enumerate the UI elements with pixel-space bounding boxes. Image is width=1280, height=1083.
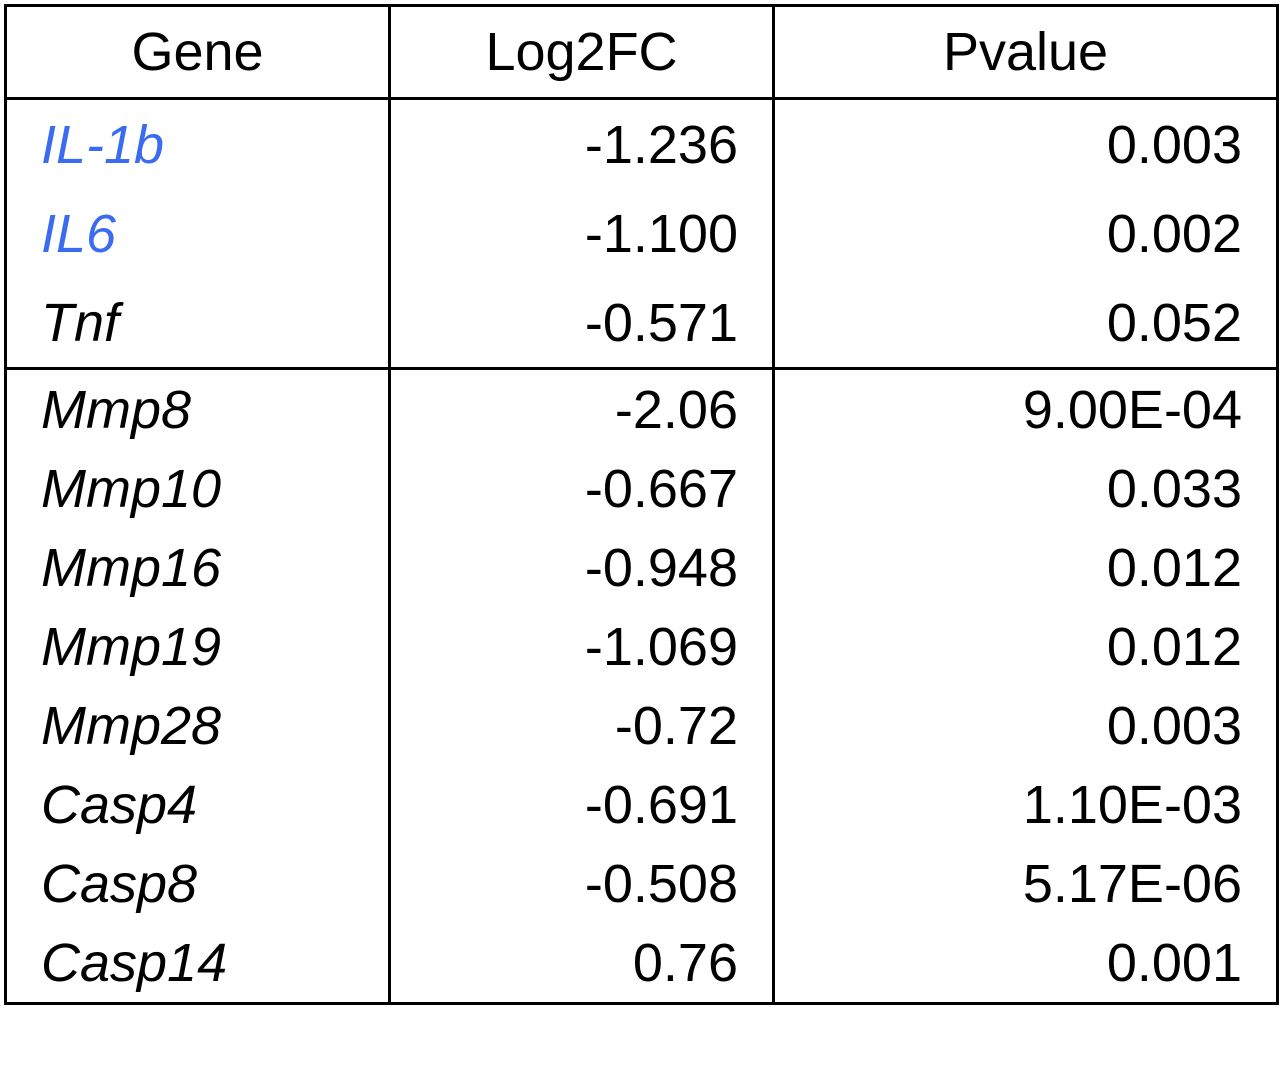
log2fc-cell: -0.72 — [388, 686, 775, 765]
gene-name: Casp8 — [4, 844, 391, 923]
pvalue-cell: 9.00E-04 — [772, 368, 1279, 449]
log2fc-cell: -0.691 — [388, 765, 775, 844]
gene-name: Casp4 — [4, 765, 391, 844]
log2fc-cell: -0.508 — [388, 844, 775, 923]
row-group: Mmp8 -2.06 9.00E-04 Mmp10 -0.667 0.033 Mmp16 -0… — [4, 368, 1279, 1004]
table-row: Mmp19 -1.069 0.012 — [4, 607, 1279, 686]
pvalue-cell: 1.10E-03 — [772, 765, 1279, 844]
header-row: Gene Log2FC Pvalue — [4, 4, 1279, 100]
gene-name: IL6 — [4, 189, 391, 278]
table-row: Casp8 -0.508 5.17E-06 — [4, 844, 1279, 923]
log2fc-cell: -0.948 — [388, 528, 775, 607]
row-group: IL-1b -1.236 0.003 IL6 -1.100 0.002 Tnf -0.571 0… — [4, 98, 1279, 369]
gene-name: Mmp19 — [4, 607, 391, 686]
table-row: Tnf -0.571 0.052 — [4, 278, 1279, 369]
gene-name: Mmp16 — [4, 528, 391, 607]
gene-name: Mmp28 — [4, 686, 391, 765]
log2fc-cell: -0.571 — [388, 278, 775, 369]
log2fc-cell: -1.236 — [388, 98, 775, 189]
pvalue-cell: 0.002 — [772, 189, 1279, 278]
pvalue-cell: 0.003 — [772, 686, 1279, 765]
log2fc-cell: -2.06 — [388, 368, 775, 449]
pvalue-cell: 0.052 — [772, 278, 1279, 369]
pvalue-cell: 0.001 — [772, 923, 1279, 1004]
table-row: Mmp28 -0.72 0.003 — [4, 686, 1279, 765]
table-row: Mmp10 -0.667 0.033 — [4, 449, 1279, 528]
column-header: Gene — [4, 4, 391, 100]
gene-name: Tnf — [4, 278, 391, 369]
pvalue-cell: 0.012 — [772, 607, 1279, 686]
log2fc-cell: 0.76 — [388, 923, 775, 1004]
pvalue-cell: 0.033 — [772, 449, 1279, 528]
column-header: Log2FC — [388, 4, 775, 100]
log2fc-cell: -1.069 — [388, 607, 775, 686]
table-row: IL6 -1.100 0.002 — [4, 189, 1279, 278]
pvalue-cell: 0.003 — [772, 98, 1279, 189]
gene-name: Mmp8 — [4, 368, 391, 449]
gene-table: Gene Log2FC Pvalue IL-1b -1.236 0.003 IL6 -1.1… — [4, 4, 1279, 1005]
table-container: Gene Log2FC Pvalue IL-1b -1.236 0.003 IL6 -1.1… — [4, 4, 1279, 1005]
table-row: Casp14 0.76 0.001 — [4, 923, 1279, 1004]
table-row: IL-1b -1.236 0.003 — [4, 98, 1279, 189]
table-row: Mmp16 -0.948 0.012 — [4, 528, 1279, 607]
gene-name: IL-1b — [4, 98, 391, 189]
gene-name: Casp14 — [4, 923, 391, 1004]
pvalue-cell: 0.012 — [772, 528, 1279, 607]
pvalue-cell: 5.17E-06 — [772, 844, 1279, 923]
gene-name: Mmp10 — [4, 449, 391, 528]
log2fc-cell: -0.667 — [388, 449, 775, 528]
table-row: Casp4 -0.691 1.10E-03 — [4, 765, 1279, 844]
log2fc-cell: -1.100 — [388, 189, 775, 278]
table-row: Mmp8 -2.06 9.00E-04 — [4, 368, 1279, 449]
column-header: Pvalue — [772, 4, 1279, 100]
